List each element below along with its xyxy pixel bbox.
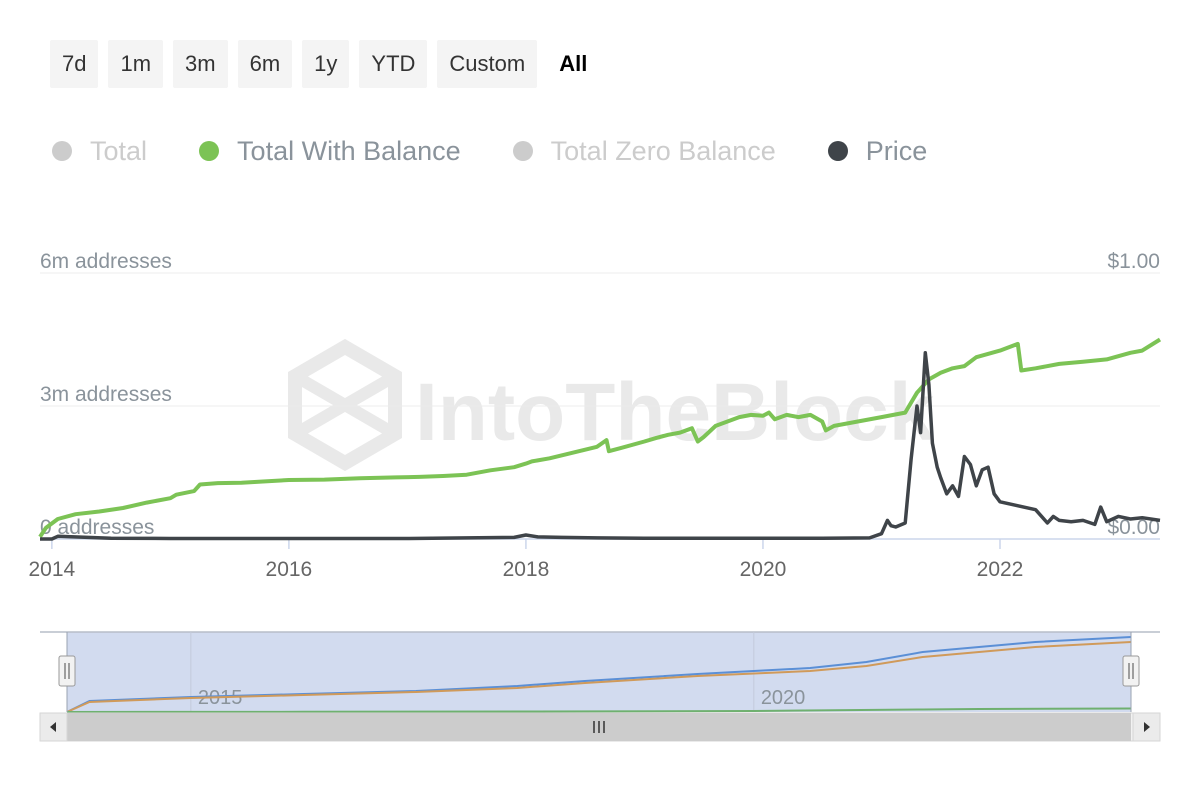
navigator-tick-label: 2020 — [761, 687, 806, 709]
legend-label: Total With Balance — [237, 135, 461, 166]
range-button-3m[interactable]: 3m — [173, 40, 228, 88]
range-button-1y[interactable]: 1y — [302, 40, 350, 88]
legend-dot-icon — [52, 141, 72, 161]
arrow-right-icon — [1144, 722, 1150, 732]
watermark-logo-icon — [288, 338, 402, 472]
legend-item-total-with-balance[interactable]: Total With Balance — [199, 136, 461, 167]
navigator-selection[interactable] — [67, 632, 1131, 712]
legend-dot-icon — [512, 141, 533, 161]
x-tick-label: 2016 — [266, 558, 313, 581]
legend: Total Total With Balance Total Zero Balanc… — [52, 128, 979, 174]
range-button-1m[interactable]: 1m — [108, 40, 164, 88]
legend-dot-icon — [827, 141, 848, 161]
y-left-tick-label: 6m addresses — [40, 250, 172, 273]
x-tick-label: 2018 — [503, 558, 550, 581]
legend-label: Total — [90, 135, 148, 166]
legend-label: Price — [865, 135, 928, 166]
x-tick-label: 2020 — [740, 558, 787, 581]
y-right-tick-label: $1.00 — [1107, 250, 1160, 273]
navigator-series-line — [66, 641, 1132, 713]
range-button-7d[interactable]: 7d — [50, 40, 99, 88]
legend-item-total-zero-balance[interactable]: Total Zero Balance — [512, 135, 776, 167]
series-line-total-with-balance — [38, 337, 1162, 538]
range-button-all[interactable]: All — [547, 40, 599, 88]
x-tick-label: 2014 — [28, 558, 75, 581]
navigator-series-line — [66, 707, 1132, 713]
range-selector: 7d 1m 3m 6m 1y YTD Custom All — [50, 40, 599, 88]
range-button-ytd[interactable]: YTD — [359, 40, 428, 88]
watermark: IntoTheBlock — [288, 338, 935, 472]
series-line-price — [40, 351, 1161, 541]
x-tick-label: 2022 — [977, 558, 1024, 581]
y-left-tick-label: 0 addresses — [40, 516, 154, 539]
navigator-right-handle[interactable] — [1122, 655, 1140, 687]
series-layer — [38, 337, 1162, 541]
range-button-custom[interactable]: Custom — [437, 40, 538, 88]
axis-labels: 6m addresses 3m addresses 0 addresses $1.00… — [28, 250, 1160, 581]
navigator: 2015 2020 — [39, 631, 1161, 742]
legend-dot-icon — [199, 141, 220, 161]
legend-item-total[interactable]: Total — [52, 136, 147, 167]
y-left-tick-label: 3m addresses — [40, 383, 172, 406]
legend-label: Total Zero Balance — [550, 135, 776, 166]
arrow-left-icon — [50, 722, 56, 732]
scrollbar-grip-icon — [593, 721, 605, 733]
y-right-tick-label: $0.00 — [1107, 516, 1160, 539]
navigator-left-handle[interactable] — [58, 655, 76, 687]
watermark-text: IntoTheBlock — [415, 367, 935, 458]
range-button-6m[interactable]: 6m — [237, 40, 293, 88]
legend-item-price[interactable]: Price — [827, 135, 928, 167]
